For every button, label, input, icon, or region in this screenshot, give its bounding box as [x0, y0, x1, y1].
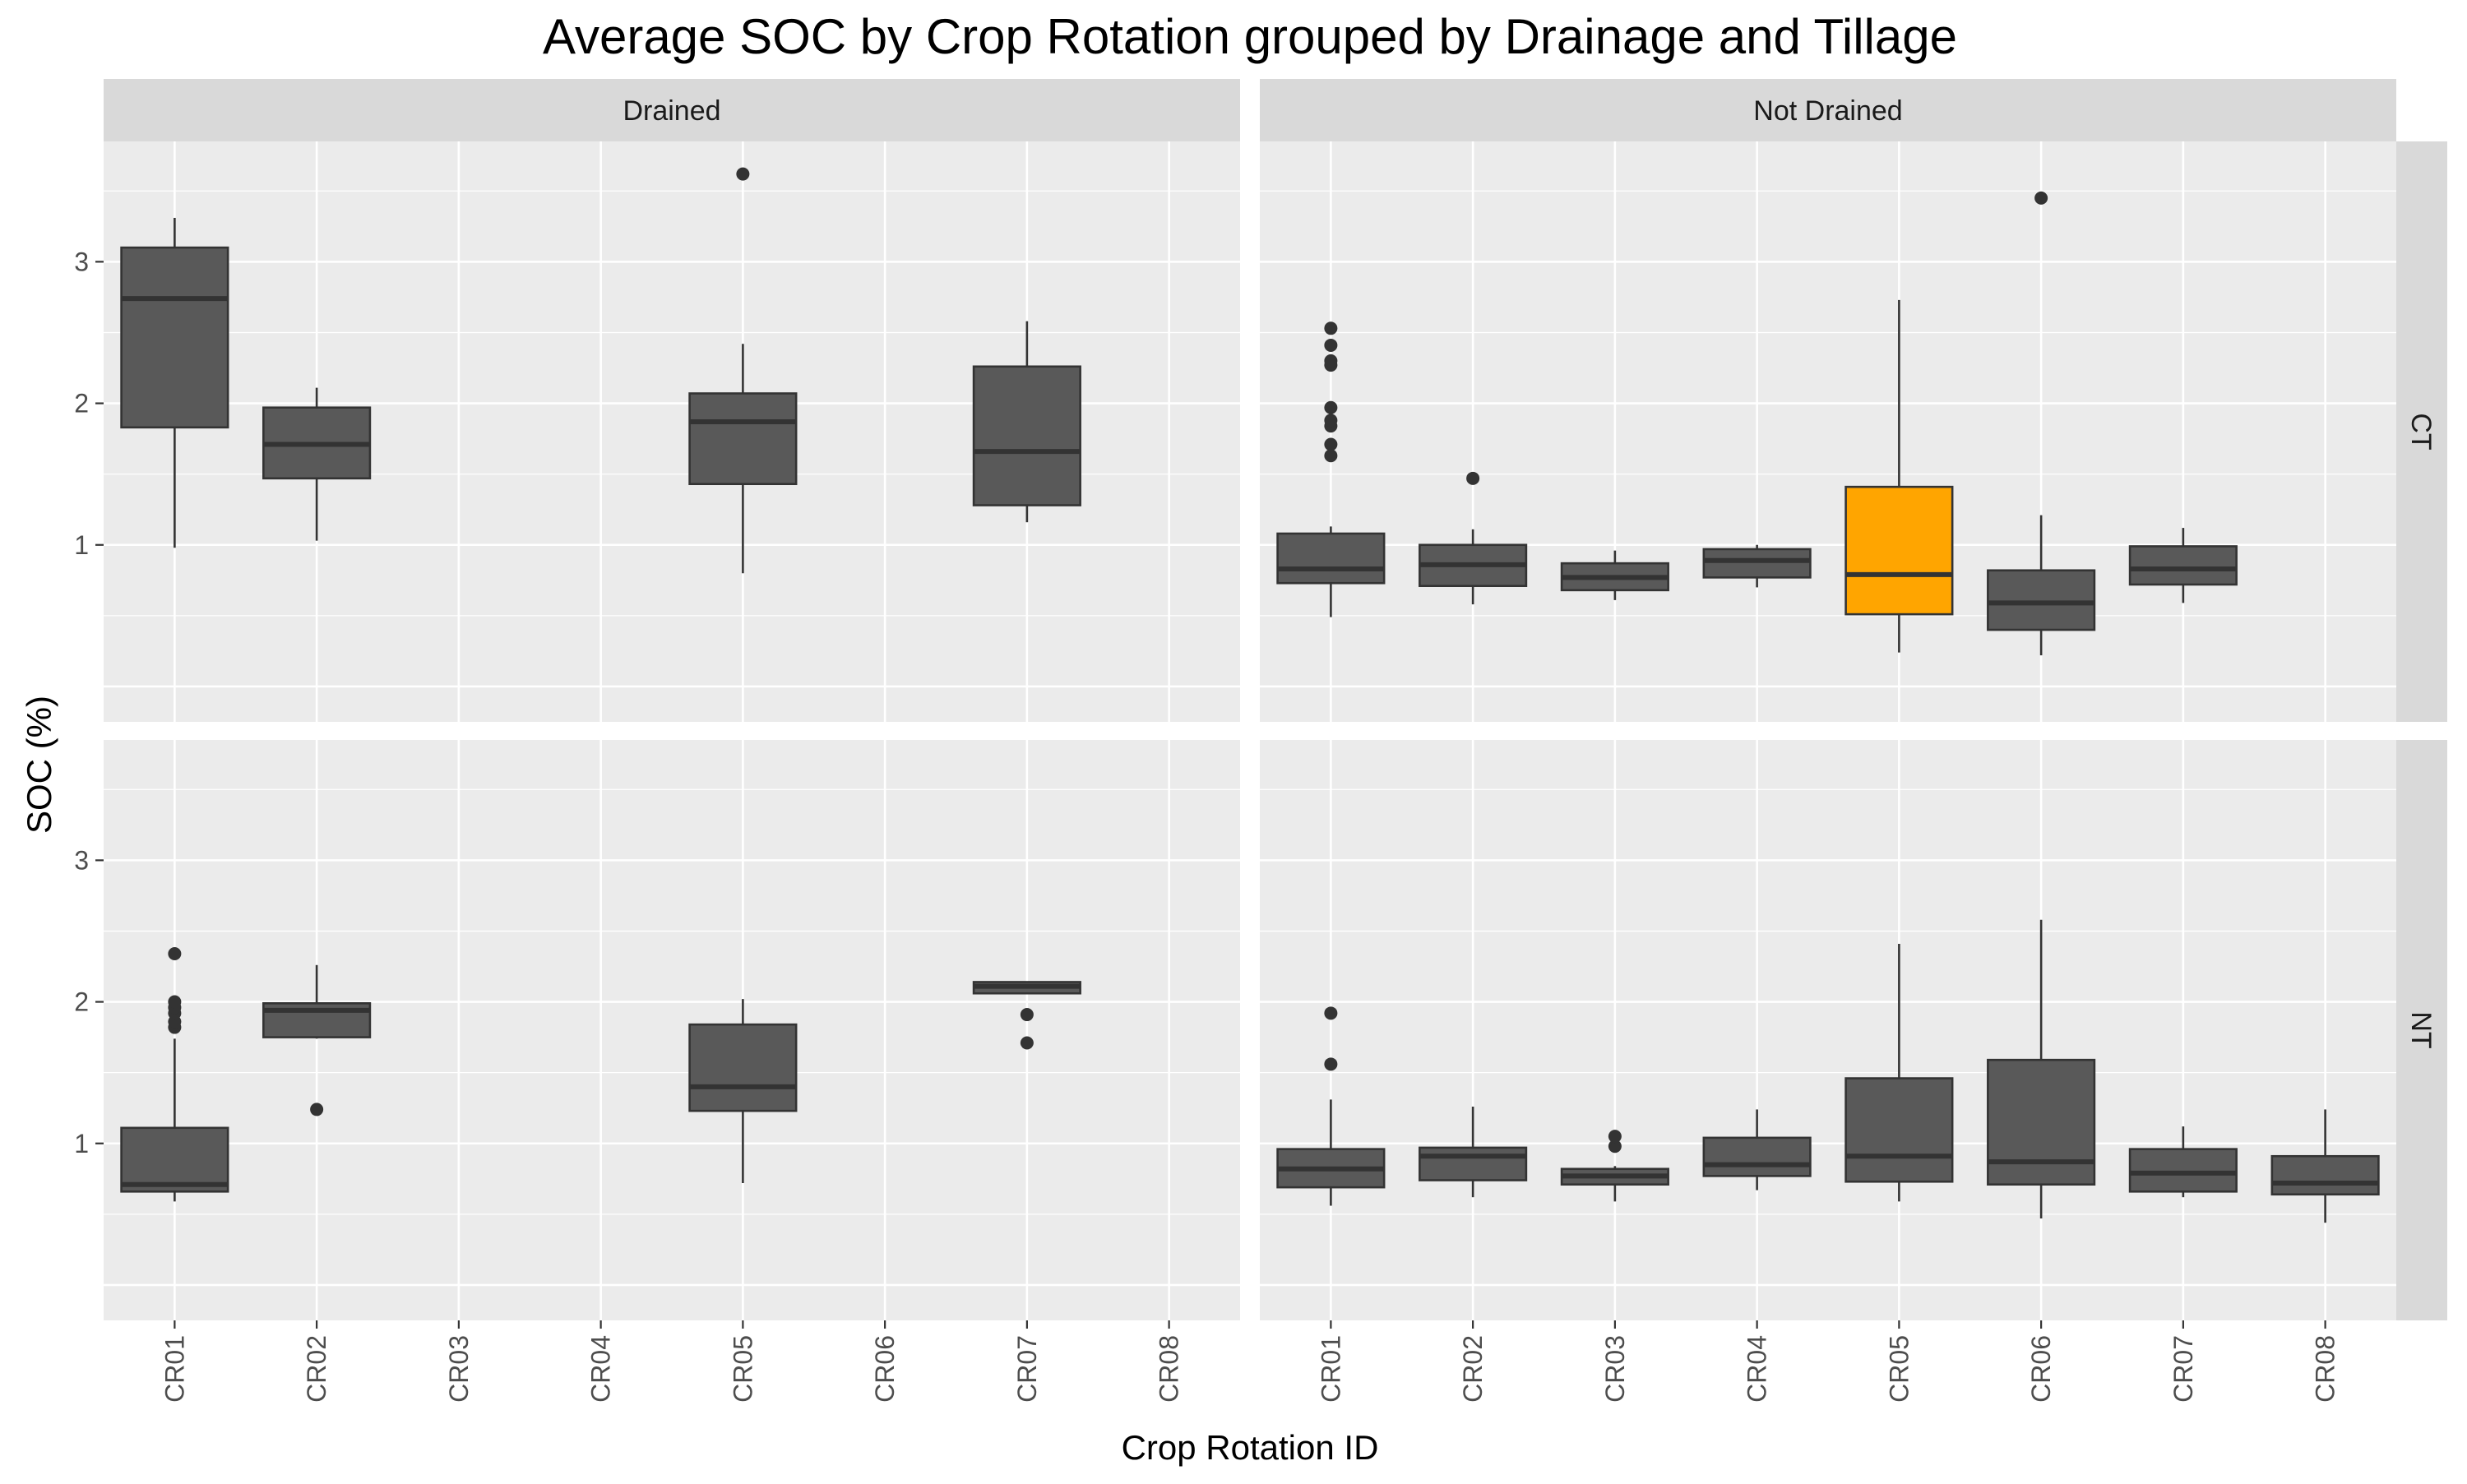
y-tick-label: 3: [74, 845, 89, 875]
boxplot-cr03: [1560, 1130, 1669, 1202]
outlier-point: [1020, 1036, 1034, 1050]
outlier-point: [1324, 437, 1338, 451]
outlier-point: [1324, 400, 1338, 414]
boxplot-cr06: [1987, 191, 2096, 656]
outlier-point: [1608, 1130, 1622, 1144]
y-axis-label: SOC (%): [20, 696, 58, 834]
boxplot-cr04: [1702, 1109, 1812, 1190]
boxplot-cr05: [688, 999, 798, 1183]
x-tick-label: CR03: [1600, 1335, 1630, 1403]
boxplot-cr02: [1419, 471, 1528, 605]
boxplot-cr05: [1844, 943, 1954, 1202]
outlier-point: [1324, 321, 1338, 335]
facet-panels: Drained Not Drained CT NT 1 2 3 1 2 3 CR01 CR02 CR03…: [74, 79, 2447, 1403]
box-iqr: [2270, 1154, 2380, 1196]
facet-strip-right: [2396, 740, 2447, 1320]
outlier-point: [168, 947, 182, 961]
boxplot-cr05: [688, 167, 798, 574]
outlier-point: [1324, 414, 1338, 428]
box-iqr: [688, 1023, 798, 1112]
x-tick-label: CR04: [1743, 1335, 1772, 1403]
facet-label-nt: NT: [2405, 1011, 2437, 1048]
outlier-point: [1324, 1057, 1338, 1071]
outlier-point: [1020, 1008, 1034, 1022]
x-tick-label: CR01: [1316, 1335, 1345, 1403]
facet-label-ct: CT: [2405, 413, 2437, 450]
boxplot-cr07: [2128, 528, 2238, 603]
outlier-point: [1608, 1140, 1622, 1153]
boxplot-cr02: [262, 387, 372, 541]
x-tick-label: CR07: [2168, 1335, 2198, 1403]
y-tick-label: 1: [74, 1129, 89, 1158]
boxplot-cr01: [120, 217, 229, 548]
boxplot-cr05: [1844, 299, 1954, 653]
facet-strip-right: [2396, 141, 2447, 722]
x-tick-label: CR02: [1458, 1335, 1488, 1403]
box-iqr: [1844, 1077, 1954, 1183]
outlier-point: [1324, 338, 1338, 352]
facet-strip-top: [1260, 79, 2396, 141]
x-tick-label: CR08: [2311, 1335, 2340, 1403]
y-tick-label: 3: [74, 247, 89, 276]
box-iqr: [688, 392, 798, 486]
boxplot-cr04: [1702, 544, 1812, 588]
box-iqr: [972, 365, 1081, 506]
outlier-point: [1324, 354, 1338, 368]
x-tick-label: CR04: [586, 1335, 616, 1403]
x-axis-label: Crop Rotation ID: [1122, 1428, 1379, 1467]
boxplot-cr07: [2128, 1126, 2238, 1198]
boxplot-cr01: [120, 947, 229, 1202]
facet-strip-top: [104, 79, 1240, 141]
x-tick-label: CR01: [160, 1335, 189, 1403]
x-tick-label: CR05: [728, 1335, 757, 1403]
outlier-point: [1324, 449, 1338, 463]
boxplot-cr03: [1560, 550, 1669, 600]
outlier-point: [310, 1103, 324, 1116]
y-tick-label: 1: [74, 530, 89, 560]
facet-label-not-drained: Not Drained: [1753, 95, 1902, 127]
boxplot-cr07: [972, 981, 1081, 1050]
box-iqr: [1276, 532, 1386, 585]
box-iqr: [1702, 1136, 1812, 1177]
outlier-point: [2034, 191, 2048, 205]
boxplot-cr01: [1276, 321, 1386, 617]
x-tick-label: CR08: [1155, 1335, 1184, 1403]
box-iqr: [2128, 1148, 2238, 1193]
boxplot-cr02: [262, 964, 372, 1116]
x-tick-label: CR02: [302, 1335, 331, 1403]
x-tick-label: CR03: [444, 1335, 474, 1403]
chart-title: Average SOC by Crop Rotation grouped by …: [543, 9, 1957, 64]
boxplot-cr02: [1419, 1106, 1528, 1198]
outlier-point: [736, 167, 750, 181]
box-iqr: [1987, 569, 2096, 631]
boxplot-cr08: [2270, 1109, 2380, 1223]
box-iqr: [120, 1126, 229, 1193]
box-iqr: [2128, 545, 2238, 586]
box-iqr: [1987, 1058, 2096, 1186]
boxplot-cr06: [1987, 919, 2096, 1219]
facet-label-drained: Drained: [623, 95, 720, 127]
box-iqr: [120, 246, 229, 429]
box-iqr: [1419, 1146, 1528, 1181]
outlier-point: [1324, 1006, 1338, 1020]
x-tick-label: CR05: [1884, 1335, 1914, 1403]
y-tick-label: 2: [74, 389, 89, 418]
x-tick-label: CR06: [870, 1335, 900, 1403]
panel-background: [1260, 740, 2396, 1320]
outlier-point: [1466, 471, 1480, 485]
boxplot-cr07: [972, 321, 1081, 523]
y-tick-label: 2: [74, 987, 89, 1017]
box-iqr: [1702, 548, 1812, 579]
x-tick-label: CR07: [1012, 1335, 1042, 1403]
outlier-point: [168, 995, 182, 1009]
x-tick-label: CR06: [2026, 1335, 2056, 1403]
boxplot-cr01: [1276, 1006, 1386, 1206]
panel-background: [1260, 141, 2396, 722]
box-iqr: [1844, 485, 1954, 616]
